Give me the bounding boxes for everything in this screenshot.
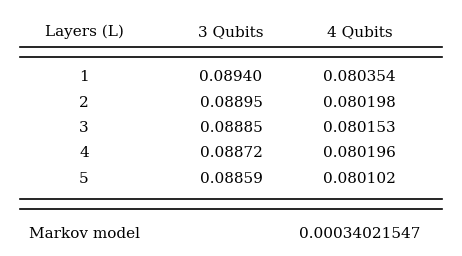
Text: 1: 1 [79, 70, 89, 84]
Text: 0.08940: 0.08940 [200, 70, 262, 84]
Text: 0.08872: 0.08872 [200, 146, 262, 160]
Text: 0.080196: 0.080196 [323, 146, 396, 160]
Text: 0.08885: 0.08885 [200, 121, 262, 135]
Text: 0.080153: 0.080153 [323, 121, 396, 135]
Text: 0.080354: 0.080354 [323, 70, 396, 84]
Text: 3 Qubits: 3 Qubits [198, 25, 264, 39]
Text: Layers (L): Layers (L) [45, 25, 123, 39]
Text: 0.00034021547: 0.00034021547 [299, 227, 420, 241]
Text: 2: 2 [79, 96, 89, 110]
Text: 3: 3 [79, 121, 89, 135]
Text: 4 Qubits: 4 Qubits [327, 25, 392, 39]
Text: 0.08859: 0.08859 [200, 172, 262, 186]
Text: 5: 5 [79, 172, 89, 186]
Text: Markov model: Markov model [29, 227, 140, 241]
Text: 0.080198: 0.080198 [323, 96, 396, 110]
Text: 4: 4 [79, 146, 89, 160]
Text: 0.080102: 0.080102 [323, 172, 396, 186]
Text: 0.08895: 0.08895 [200, 96, 262, 110]
